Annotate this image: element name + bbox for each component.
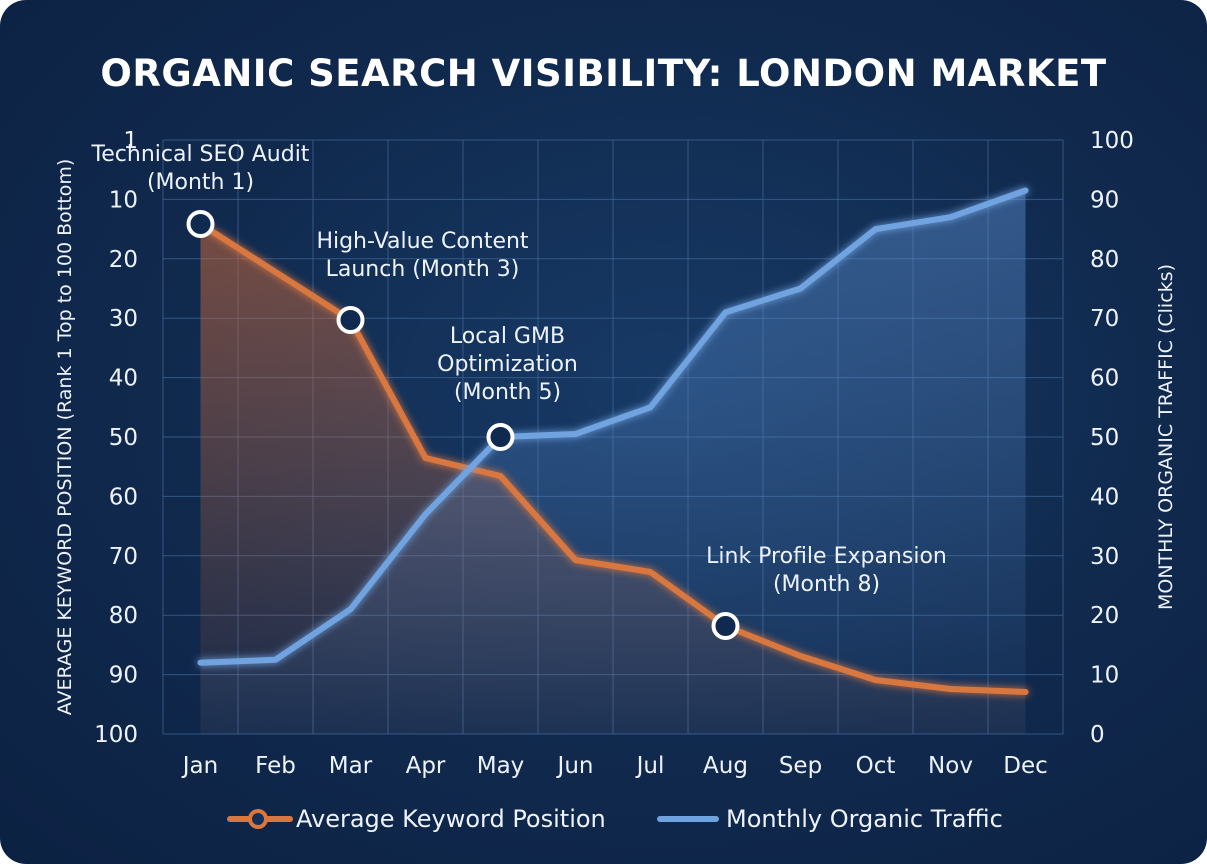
x-tick-label: Dec <box>1003 753 1048 779</box>
annotation-marker <box>486 423 515 451</box>
annotation-label: Link Profile Expansion (Month 8) <box>706 544 947 597</box>
y-left-axis-label: AVERAGE KEYWORD POSITION (Rank 1 Top to … <box>54 159 76 716</box>
legend-position-label: Average Keyword Position <box>296 805 606 833</box>
y-left-tick-label: 90 <box>109 663 138 689</box>
annotation-line: Link Profile Expansion <box>706 544 947 569</box>
y-right-tick-label: 10 <box>1090 663 1119 689</box>
annotation-line: High-Value Content <box>316 229 528 254</box>
legend: Average Keyword Position Monthly Organic… <box>227 805 1003 833</box>
annotation-line: Technical SEO Audit <box>91 142 310 167</box>
y-left-tick-label: 100 <box>94 722 138 748</box>
series-line-position <box>197 221 1029 695</box>
annotation-line: (Month 1) <box>147 170 254 195</box>
y-right-tick-label: 0 <box>1090 722 1105 748</box>
legend-position-marker <box>248 809 268 829</box>
annotation-label: High-Value Content Launch (Month 3) <box>316 229 528 282</box>
chart-title: ORGANIC SEARCH VISIBILITY: LONDON MARKET <box>100 52 1107 95</box>
annotation-label: Local GMB Optimization (Month 5) <box>437 324 578 405</box>
y-right-tick-label: 60 <box>1090 366 1119 392</box>
x-tick-label: May <box>477 753 525 779</box>
x-tick-label: Aug <box>703 753 748 779</box>
y-right-axis-label: MONTHLY ORGANIC TRAFFIC (Clicks) <box>1155 264 1177 610</box>
annotation-label: Technical SEO Audit (Month 1) <box>91 142 310 195</box>
x-tick-label: Sep <box>779 753 822 779</box>
y-left-tick-label: 1 <box>123 128 138 154</box>
x-tick-label: Oct <box>856 753 896 779</box>
legend-traffic-label: Monthly Organic Traffic <box>726 805 1003 833</box>
x-tick-label: Nov <box>928 753 973 779</box>
y-right-tick-label: 100 <box>1090 128 1134 154</box>
annotation-marker <box>186 210 215 238</box>
annotation-line: Optimization <box>437 352 578 377</box>
y-left-tick-label: 60 <box>109 484 138 510</box>
x-tick-label: Jun <box>556 753 594 779</box>
y-right-tick-label: 40 <box>1090 484 1119 510</box>
annotation-markers <box>186 210 740 640</box>
y-left-tick-label: 10 <box>109 187 138 213</box>
legend-item-position: Average Keyword Position <box>227 805 606 833</box>
series-areas <box>200 190 1026 734</box>
series-line-traffic <box>197 187 1029 666</box>
y-left-tick-label: 50 <box>109 425 138 451</box>
series-area-traffic <box>200 190 1026 734</box>
y-left-tick-label: 40 <box>109 366 138 392</box>
y-left-tick-label: 20 <box>109 247 138 273</box>
annotations: Technical SEO Audit (Month 1) High-Value C… <box>91 142 947 597</box>
y-right-tick-label: 70 <box>1090 306 1119 332</box>
annotation-marker <box>336 306 365 334</box>
annotation-marker <box>711 612 740 640</box>
x-tick-label: Mar <box>329 753 373 779</box>
annotation-line: Launch (Month 3) <box>326 257 520 282</box>
tick-labels: 1102030405060708090100100908070605040302… <box>94 128 1134 779</box>
annotation-line: (Month 8) <box>773 572 880 597</box>
y-right-tick-label: 80 <box>1090 247 1119 273</box>
legend-item-traffic: Monthly Organic Traffic <box>657 805 1003 833</box>
x-tick-label: Apr <box>406 753 446 779</box>
y-left-tick-label: 70 <box>109 544 138 570</box>
y-right-tick-label: 20 <box>1090 603 1119 629</box>
y-left-tick-label: 80 <box>109 603 138 629</box>
annotation-line: Local GMB <box>450 324 565 349</box>
y-right-tick-label: 50 <box>1090 425 1119 451</box>
x-tick-label: Jul <box>635 753 665 779</box>
y-right-tick-label: 90 <box>1090 187 1119 213</box>
x-tick-label: Feb <box>255 753 296 779</box>
y-right-tick-label: 30 <box>1090 544 1119 570</box>
annotation-line: (Month 5) <box>454 380 561 405</box>
x-tick-label: Jan <box>181 753 218 779</box>
y-left-tick-label: 30 <box>109 306 138 332</box>
series-lines <box>197 187 1029 695</box>
